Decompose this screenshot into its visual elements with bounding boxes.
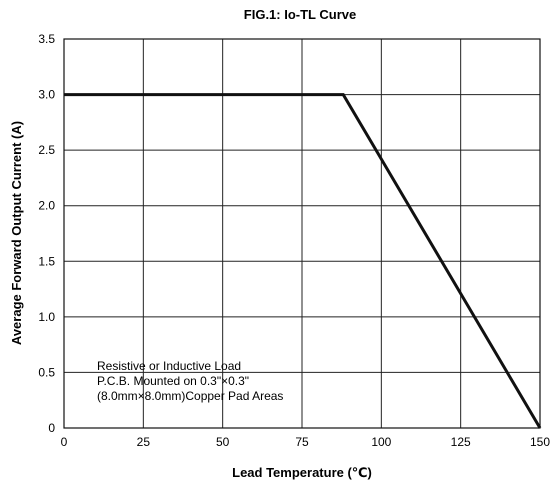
chart-title: FIG.1: Io-TL Curve xyxy=(244,7,356,22)
annotation-line-2: P.C.B. Mounted on 0.3"×0.3" xyxy=(97,374,249,388)
x-axis-label: Lead Temperature (℃) xyxy=(232,465,372,480)
annotation: Resistive or Inductive Load P.C.B. Mount… xyxy=(97,359,283,403)
x-tick-label: 50 xyxy=(216,435,230,449)
y-tick-label: 1.5 xyxy=(38,254,55,268)
x-tick-label: 25 xyxy=(137,435,151,449)
y-tick-label: 0 xyxy=(48,421,55,435)
x-tick-labels: 0 25 50 75 100 125 150 xyxy=(61,435,551,449)
y-tick-labels: 0 0.5 1.0 1.5 2.0 2.5 3.0 3.5 xyxy=(38,32,55,435)
y-tick-label: 2.0 xyxy=(38,199,55,213)
x-tick-label: 150 xyxy=(530,435,550,449)
y-tick-label: 1.0 xyxy=(38,310,55,324)
y-tick-label: 3.5 xyxy=(38,32,55,46)
annotation-line-1: Resistive or Inductive Load xyxy=(97,359,241,373)
x-tick-label: 125 xyxy=(451,435,471,449)
x-tick-label: 100 xyxy=(371,435,391,449)
x-tick-label: 0 xyxy=(61,435,68,449)
x-tick-label: 75 xyxy=(295,435,309,449)
series-line-0 xyxy=(64,93,542,429)
y-tick-label: 2.5 xyxy=(38,143,55,157)
y-tick-label: 3.0 xyxy=(38,88,55,102)
plot-frame xyxy=(63,38,541,429)
y-axis-label: Average Forward Output Current (A) xyxy=(9,121,24,345)
series-group xyxy=(64,93,542,429)
annotation-line-3: (8.0mm×8.0mm)Copper Pad Areas xyxy=(97,389,283,403)
y-tick-label: 0.5 xyxy=(38,365,55,379)
